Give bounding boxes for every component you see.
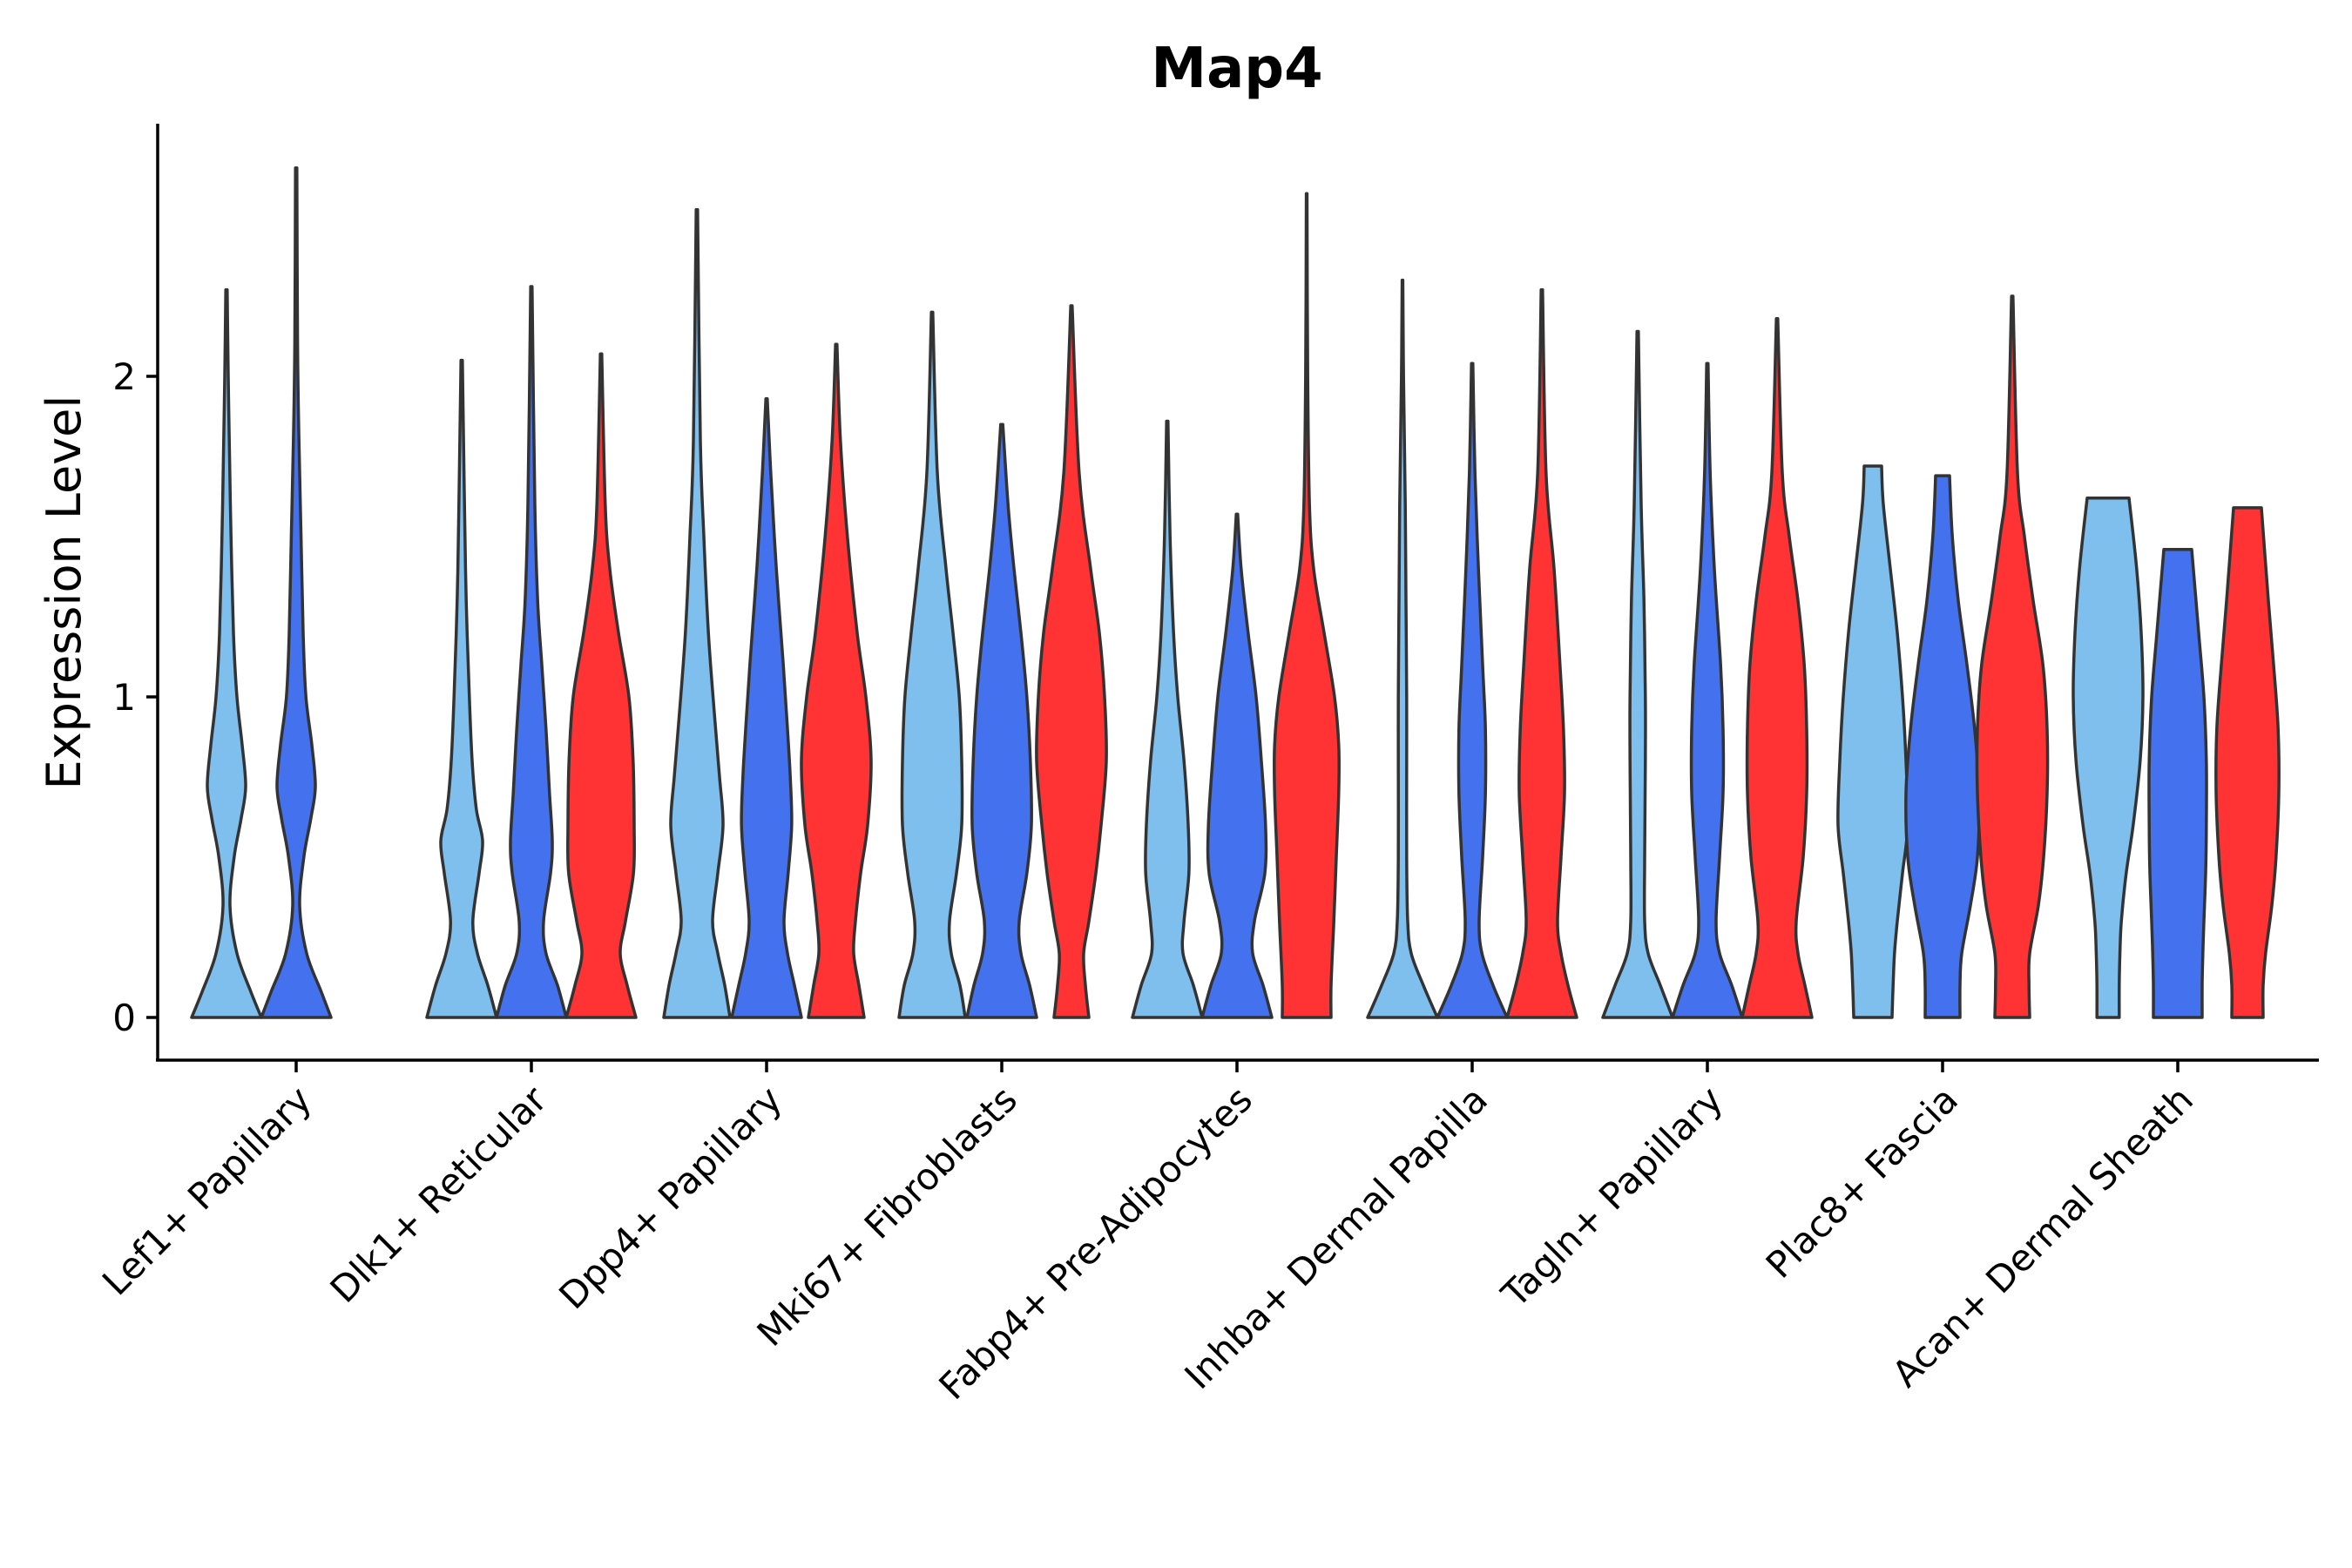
violin-acan-dermal-sheath-s0 bbox=[2072, 497, 2145, 1019]
violin-tagln-papillary-s1 bbox=[1671, 362, 1744, 1019]
violin-fabp4-pre-adipocytes-s0 bbox=[1131, 419, 1204, 1019]
y-axis-ticks: 0 1 2 bbox=[112, 355, 158, 1039]
violin-tagln-papillary-s2 bbox=[1740, 317, 1814, 1019]
violin-dpp4-papillary-s1 bbox=[730, 397, 803, 1019]
chart-title: Map4 bbox=[1151, 37, 1322, 101]
violin-plac8-fascia-s0 bbox=[1836, 464, 1909, 1019]
violin-mki67-fibroblasts-s1 bbox=[965, 422, 1038, 1019]
violin-lef1-papillary-s0 bbox=[190, 287, 263, 1019]
x-tick-label: Dpp4+ Papillary bbox=[551, 1078, 790, 1317]
y-tick-label: 2 bbox=[112, 355, 136, 398]
violin-plac8-fascia-s2 bbox=[1975, 294, 2050, 1019]
violin-dlk1-reticular-s0 bbox=[425, 358, 498, 1019]
x-tick-label: Lef1+ Papillary bbox=[94, 1078, 320, 1303]
x-tick-label: Plac8+ Fascia bbox=[1758, 1078, 1966, 1286]
violin-layer bbox=[190, 166, 2281, 1019]
violin-lef1-papillary-s1 bbox=[260, 166, 333, 1019]
violin-fabp4-pre-adipocytes-s2 bbox=[1272, 192, 1342, 1019]
violin-acan-dermal-sheath-s1 bbox=[2147, 547, 2208, 1019]
violin-dpp4-papillary-s0 bbox=[662, 207, 732, 1019]
x-tick-label: Dlk1+ Reticular bbox=[322, 1078, 556, 1311]
x-tick-label: Tagln+ Papillary bbox=[1493, 1078, 1731, 1315]
x-tick-label: Mki67+ Fibroblasts bbox=[749, 1078, 1025, 1354]
violin-mki67-fibroblasts-s0 bbox=[897, 310, 967, 1019]
y-tick-label: 0 bbox=[112, 997, 136, 1039]
y-axis-label: Expression Level bbox=[37, 395, 91, 790]
violin-plac8-fascia-s1 bbox=[1904, 474, 1981, 1019]
violin-dlk1-reticular-s2 bbox=[564, 352, 638, 1019]
violin-fabp4-pre-adipocytes-s1 bbox=[1200, 512, 1274, 1019]
violin-inhba-dermal-papilla-s1 bbox=[1436, 362, 1509, 1019]
violin-inhba-dermal-papilla-s2 bbox=[1505, 287, 1578, 1019]
violin-dlk1-reticular-s1 bbox=[495, 285, 568, 1019]
violin-dpp4-papillary-s2 bbox=[800, 342, 873, 1019]
violin-acan-dermal-sheath-s2 bbox=[2214, 506, 2281, 1019]
y-tick-label: 1 bbox=[112, 676, 136, 719]
violin-tagln-papillary-s0 bbox=[1601, 329, 1674, 1019]
violin-mki67-fibroblasts-s2 bbox=[1035, 304, 1108, 1019]
violin-inhba-dermal-papilla-s0 bbox=[1366, 278, 1439, 1019]
